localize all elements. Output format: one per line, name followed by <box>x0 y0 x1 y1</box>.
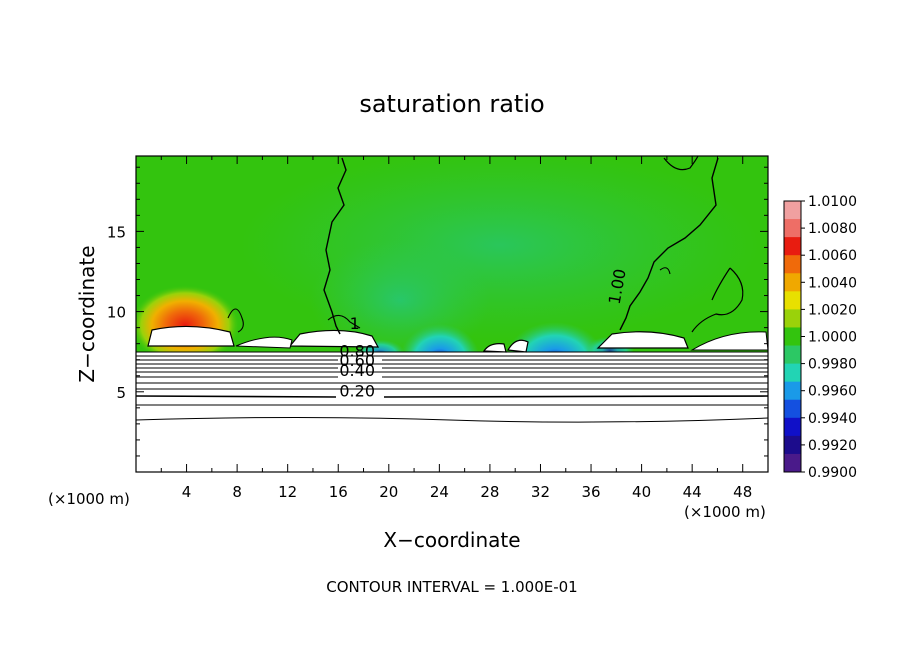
colorbar-swatch <box>784 417 801 437</box>
x-tick-label: 48 <box>733 483 752 501</box>
colorbar: 1.0100 1.0080 1.0060 1.0040 1.0020 1.0000 0.99… <box>783 194 857 481</box>
colorbar-swatch <box>784 273 801 292</box>
cloud-region-3 <box>482 343 507 353</box>
contour-1-00-small-a <box>227 308 244 333</box>
colorbar-swatch <box>784 363 801 383</box>
y-axis: 5 10 15 <box>107 166 768 457</box>
x-tick-label: 32 <box>531 483 550 501</box>
colorbar-label: 1.0000 <box>808 330 857 346</box>
cloud-region-7 <box>690 331 768 351</box>
y-tick-label: 5 <box>116 384 126 402</box>
x-tick-label: 20 <box>379 483 398 501</box>
colorbar-label: 1.0020 <box>808 302 857 318</box>
y-axis-label: Z−coordinate <box>75 245 99 382</box>
colorbar-swatch <box>784 255 801 274</box>
x-tick-label: 28 <box>480 483 499 501</box>
contour-1-00-top-small <box>663 156 699 171</box>
contour-label: 0.20 <box>339 382 375 401</box>
cloud-region-1 <box>147 325 235 347</box>
x-tick-label: 8 <box>232 483 242 501</box>
colorbar-label: 0.9940 <box>808 411 857 427</box>
colorbar-swatch <box>784 345 801 365</box>
colorbar-label: 0.9960 <box>808 384 857 400</box>
x-tick-label: 44 <box>683 483 702 501</box>
plot-frame <box>135 155 769 473</box>
x-tick-label: 16 <box>329 483 348 501</box>
colorbar-label: 1.0060 <box>808 248 857 264</box>
contour-label: 0.40 <box>339 361 375 380</box>
colorbar-swatch <box>784 453 801 473</box>
colorbar-label: 1.0040 <box>808 275 857 291</box>
colorbar-label: 0.9900 <box>808 465 857 481</box>
x-tick-label: 4 <box>182 483 192 501</box>
heatmap-field <box>136 156 768 472</box>
colorbar-swatch <box>784 435 801 455</box>
colorbar-label: 1.0100 <box>808 194 857 210</box>
x-tick-label: 12 <box>278 483 297 501</box>
colorbar-label: 0.9920 <box>808 438 857 454</box>
x-axis: 4 8 12 16 20 24 28 32 36 40 44 48 <box>160 156 752 501</box>
cloud-region-6 <box>235 336 293 349</box>
colorbar-swatch <box>784 201 801 220</box>
contour-low-2 <box>136 417 768 423</box>
contour-label: 1 <box>350 314 360 333</box>
colorbar-swatch <box>784 327 801 347</box>
x-tick-label: 24 <box>430 483 449 501</box>
x-tick-label: 40 <box>632 483 651 501</box>
contour-1-00-small-b <box>659 267 671 275</box>
colorbar-swatch <box>784 291 801 310</box>
x-unit-left: (×1000 m) <box>48 490 130 508</box>
contour-1-00-right-loop <box>691 267 744 333</box>
cloud-region-2 <box>288 329 380 348</box>
x-tick-label: 36 <box>581 483 600 501</box>
contour-interval-note: CONTOUR INTERVAL = 1.000E-01 <box>326 578 577 596</box>
cloud-region-4 <box>507 339 529 353</box>
contour-label: 0.60 <box>339 351 375 370</box>
colorbar-label: 0.9980 <box>808 357 857 373</box>
contour-label: 0.80 <box>339 342 375 361</box>
contour-1-00-right <box>619 157 719 331</box>
colorbar-swatch <box>784 381 801 401</box>
x-unit-right: (×1000 m) <box>684 503 766 521</box>
field-lower-layer <box>136 352 768 472</box>
y-tick-label: 10 <box>107 304 126 322</box>
colorbar-label: 1.0080 <box>808 221 857 237</box>
cloud-region-5 <box>596 331 689 349</box>
contour-0-20 <box>136 395 768 398</box>
y-tick-label: 15 <box>107 223 126 241</box>
colorbar-swatch <box>784 309 801 328</box>
colorbar-swatch <box>784 399 801 419</box>
contour-1-00-small-c <box>327 314 361 329</box>
colorbar-swatch <box>784 237 801 256</box>
x-axis-label: X−coordinate <box>383 528 520 552</box>
colorbar-swatch <box>784 219 801 238</box>
chart-title: saturation ratio <box>359 90 544 118</box>
